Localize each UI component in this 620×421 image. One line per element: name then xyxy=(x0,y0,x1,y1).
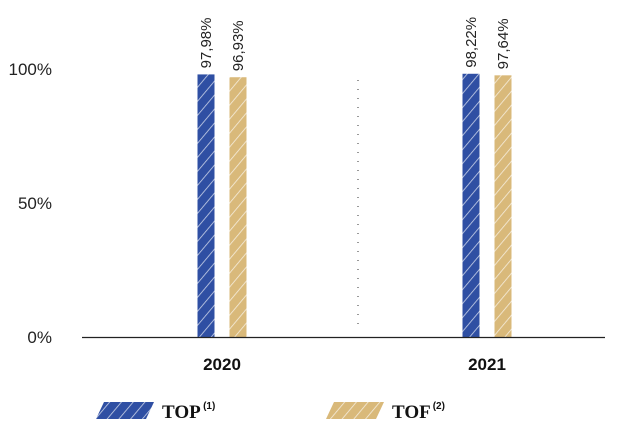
legend-swatch-tof xyxy=(326,402,384,419)
x-category-label: 2020 xyxy=(203,355,241,374)
bar-tof-2020 xyxy=(229,77,247,337)
legend: TOP (1) TOF (2) xyxy=(96,401,445,421)
y-tick-label: 0% xyxy=(27,328,52,347)
plot-area: 97,98% 96,93% 98,22% 97,64% xyxy=(197,17,512,338)
y-tick-label: 100% xyxy=(9,60,52,79)
legend-superscript: (2) xyxy=(433,401,445,412)
bar-top-2020 xyxy=(197,74,215,337)
y-axis: 0% 50% 100% xyxy=(9,60,52,347)
x-axis: 2020 2021 xyxy=(82,336,605,374)
legend-superscript: (1) xyxy=(203,401,215,412)
legend-swatch-top xyxy=(96,402,154,419)
data-label: 96,93% xyxy=(230,20,247,71)
data-label: 98,22% xyxy=(463,17,480,68)
x-category-label: 2021 xyxy=(468,355,506,374)
data-label: 97,64% xyxy=(495,18,512,69)
legend-label-tof: TOF xyxy=(392,402,431,421)
legend-label-top: TOP xyxy=(162,402,201,421)
bar-top-2021 xyxy=(462,73,480,338)
bar-tof-2021 xyxy=(494,75,512,337)
y-tick-label: 50% xyxy=(18,194,52,213)
data-label: 97,98% xyxy=(198,18,215,69)
